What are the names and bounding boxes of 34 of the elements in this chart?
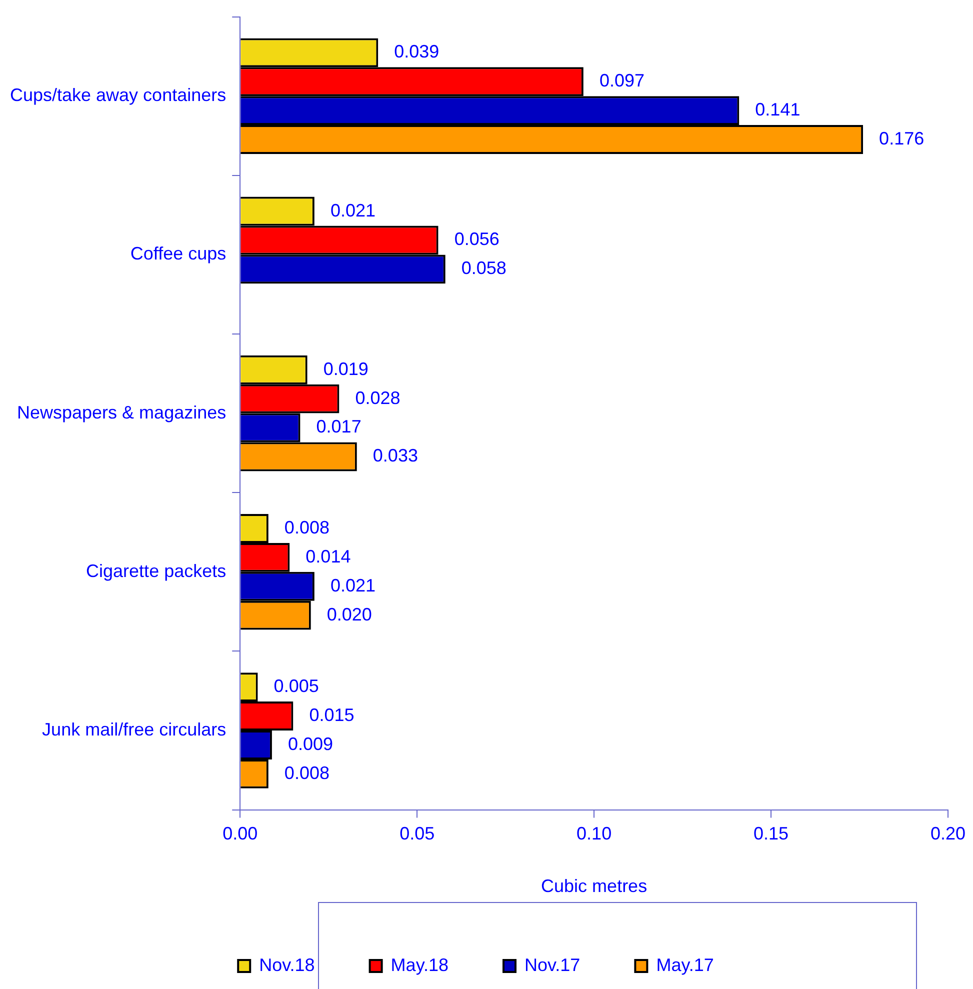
legend-label: Nov.17 bbox=[524, 954, 580, 975]
data-label: 0.176 bbox=[879, 128, 924, 148]
x-axis-title: Cubic metres bbox=[541, 876, 648, 896]
x-tick-label: 0.20 bbox=[930, 824, 966, 844]
data-label: 0.056 bbox=[454, 229, 500, 250]
x-tick-label: 0.05 bbox=[400, 824, 435, 844]
data-label: 0.009 bbox=[288, 734, 334, 754]
y-tick-label: Junk mail/free circulars bbox=[42, 719, 226, 740]
data-label: 0.033 bbox=[372, 446, 418, 466]
legend-label: Nov.18 bbox=[259, 954, 315, 975]
data-label: 0.020 bbox=[326, 604, 372, 624]
data-label: 0.021 bbox=[330, 200, 376, 220]
data-label: 0.028 bbox=[355, 388, 400, 408]
y-tick-label: Cups/take away containers bbox=[10, 85, 226, 106]
legend-label: May.18 bbox=[390, 954, 449, 975]
data-label: 0.097 bbox=[599, 70, 644, 91]
x-tick-label: 0.15 bbox=[754, 824, 789, 844]
legend-label: May.17 bbox=[656, 954, 714, 975]
data-label: 0.039 bbox=[394, 42, 440, 62]
y-tick-label: Coffee cups bbox=[130, 244, 226, 264]
data-label: 0.141 bbox=[755, 100, 800, 120]
y-tick-label: Cigarette packets bbox=[86, 560, 226, 581]
data-label: 0.008 bbox=[284, 517, 330, 538]
data-label: 0.019 bbox=[323, 358, 368, 379]
data-label: 0.005 bbox=[274, 676, 319, 696]
x-tick-label: 0.00 bbox=[222, 824, 258, 844]
data-label: 0.017 bbox=[316, 416, 362, 437]
data-label: 0.008 bbox=[284, 762, 330, 783]
data-label: 0.058 bbox=[461, 258, 506, 278]
data-label: 0.021 bbox=[330, 575, 376, 596]
data-label: 0.014 bbox=[306, 546, 351, 566]
y-tick-label: Newspapers & magazines bbox=[17, 402, 226, 422]
data-label: 0.015 bbox=[309, 704, 354, 725]
x-tick-label: 0.10 bbox=[576, 824, 612, 844]
